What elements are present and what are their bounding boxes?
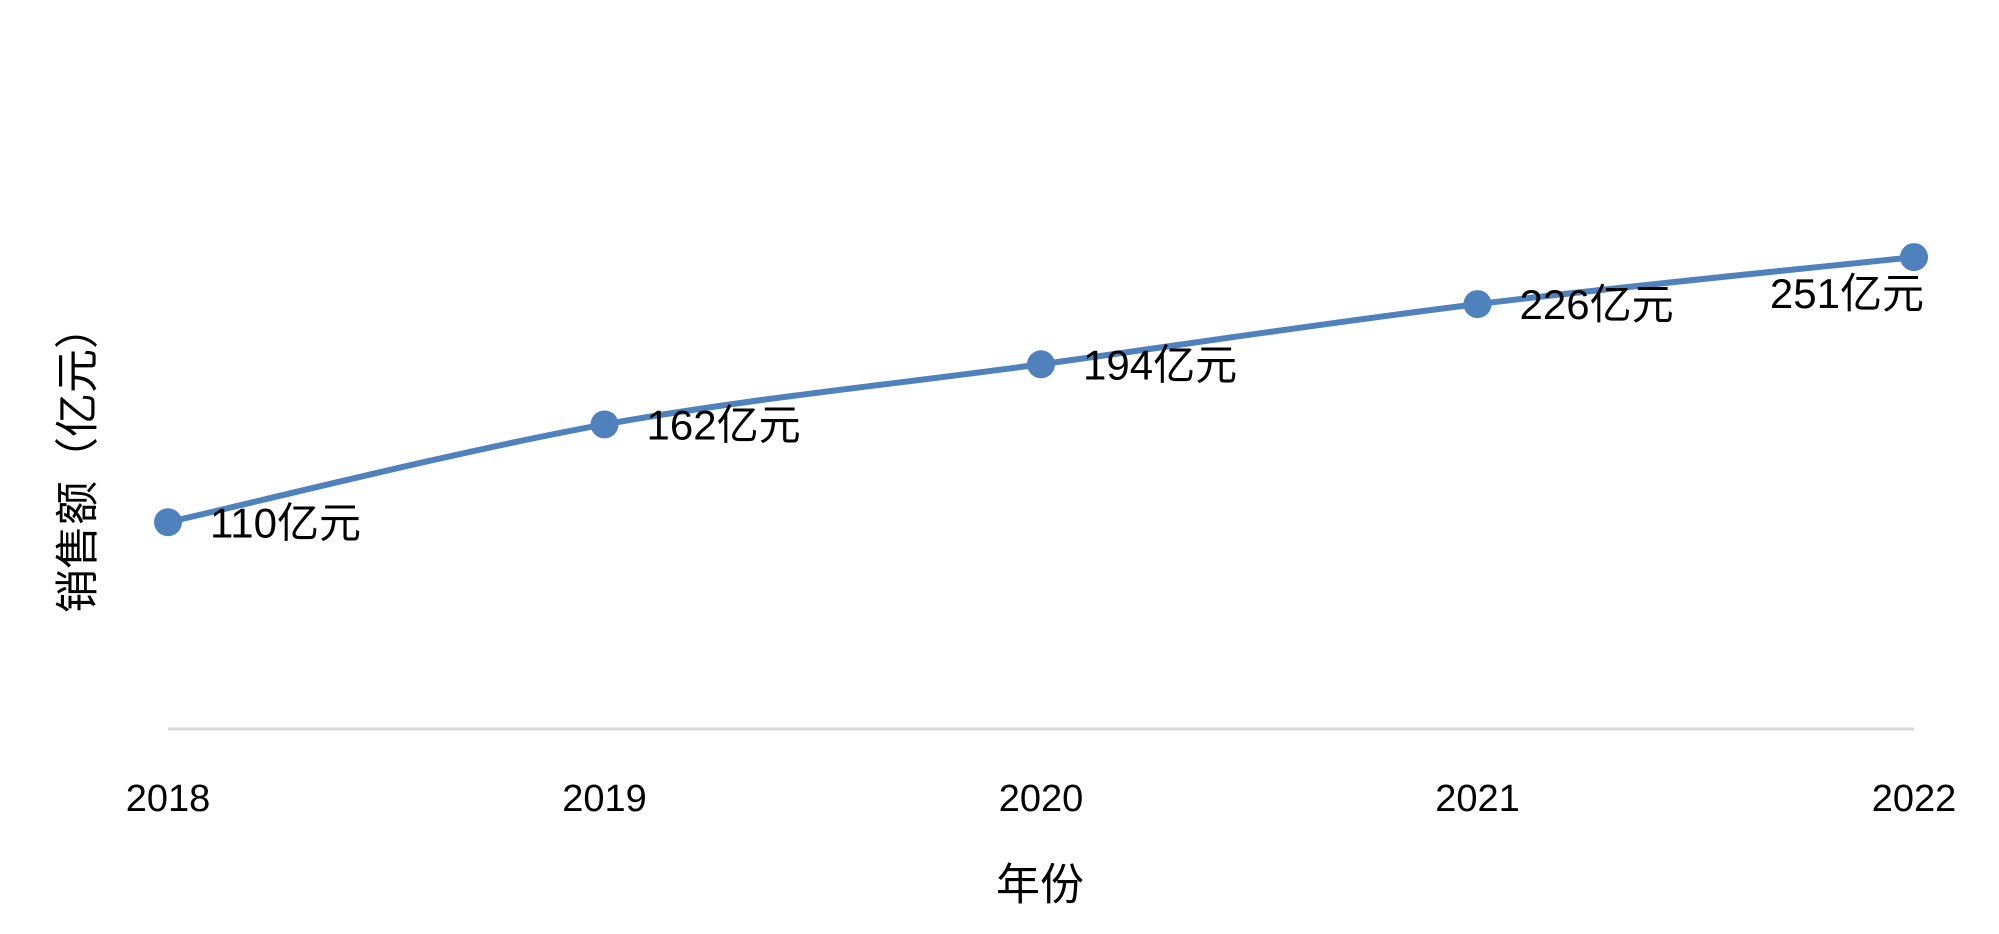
data-point (590, 410, 619, 439)
data-point (1463, 290, 1492, 319)
data-label: 194亿元 (1083, 341, 1237, 388)
data-label: 110亿元 (210, 499, 361, 546)
data-label: 162亿元 (647, 402, 801, 449)
data-label: 226亿元 (1520, 281, 1674, 328)
x-tick-label: 2019 (562, 778, 647, 820)
data-point (154, 508, 182, 537)
x-tick-label: 2020 (999, 778, 1084, 820)
data-label: 251亿元 (1770, 270, 1924, 317)
data-point (1027, 350, 1055, 379)
x-tick-label: 2018 (126, 778, 211, 820)
data-point (1900, 243, 1928, 272)
x-tick-label: 2022 (1872, 778, 1957, 820)
x-tick-label: 2021 (1435, 778, 1520, 820)
y-axis-title: 销售额（亿元） (54, 305, 103, 613)
x-axis-title: 年份 (996, 861, 1084, 910)
